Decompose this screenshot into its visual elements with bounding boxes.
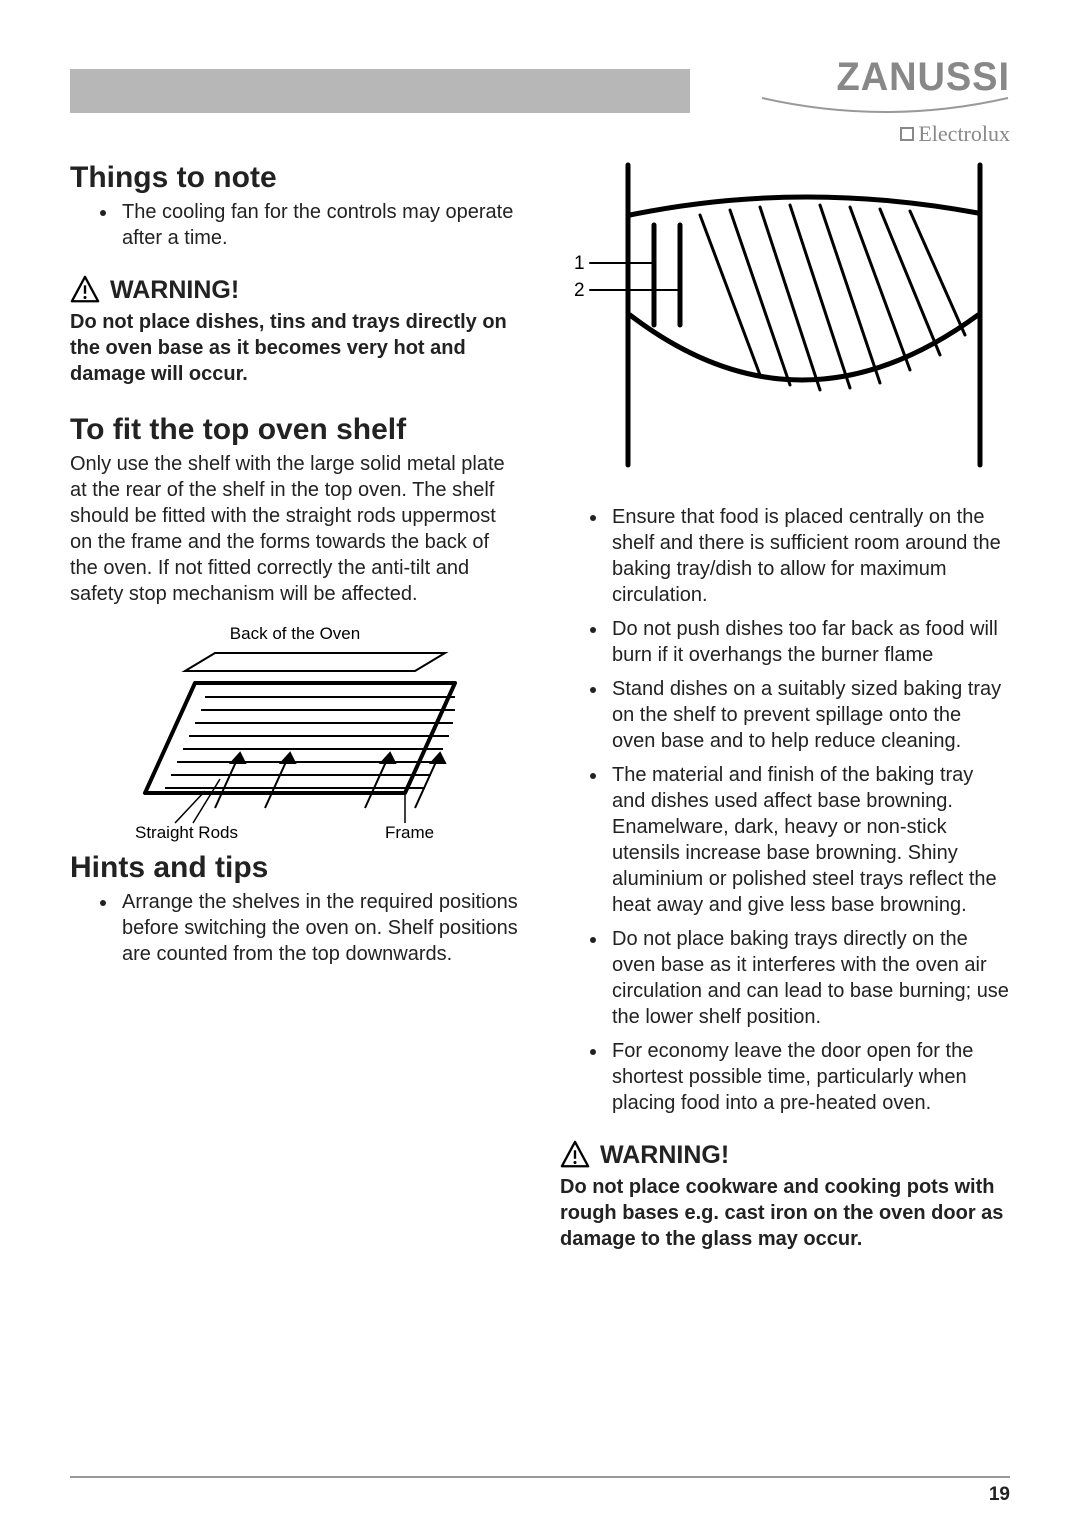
- list-item: Do not place baking trays directly on th…: [608, 926, 1010, 1030]
- warning-body: Do not place dishes, tins and trays dire…: [70, 309, 520, 387]
- hints-list-right: Ensure that food is placed centrally on …: [560, 504, 1010, 1116]
- list-item: The cooling fan for the controls may ope…: [118, 199, 520, 251]
- footer-rule: [70, 1476, 1010, 1478]
- list-item: The material and finish of the baking tr…: [608, 762, 1010, 918]
- shelf-diagram: Back of the Oven S: [105, 623, 485, 843]
- diagram-label-frame: Frame: [385, 823, 434, 842]
- brand-main: ZANUSSI: [773, 55, 1011, 100]
- list-item: Arrange the shelves in the required posi…: [118, 889, 520, 967]
- warning-title-text: WARNING!: [600, 1141, 729, 1170]
- left-column: Things to note The cooling fan for the c…: [70, 155, 520, 1252]
- list-item: Do not push dishes too far back as food …: [608, 616, 1010, 668]
- fit-shelf-body: Only use the shelf with the large solid …: [70, 451, 520, 607]
- header-grey-bar: [70, 69, 690, 113]
- warning-heading: WARNING!: [70, 275, 520, 305]
- heading-fit-shelf: To fit the top oven shelf: [70, 413, 520, 447]
- things-to-note-list: The cooling fan for the controls may ope…: [70, 199, 520, 251]
- diagram-label-back: Back of the Oven: [230, 624, 360, 643]
- brand-sub-text: Electrolux: [918, 121, 1010, 146]
- warning-heading: WARNING!: [560, 1140, 1010, 1170]
- brand-block: ZANUSSI Electrolux: [760, 55, 1010, 147]
- oven-side-diagram: 1 2: [560, 155, 990, 475]
- electrolux-icon: [900, 127, 914, 141]
- list-item: Ensure that food is placed centrally on …: [608, 504, 1010, 608]
- heading-things-to-note: Things to note: [70, 161, 520, 195]
- warning-title-text: WARNING!: [110, 276, 239, 305]
- diagram-label-1: 1: [574, 253, 585, 274]
- page-header: ZANUSSI Electrolux: [70, 55, 1010, 125]
- diagram-label-2: 2: [574, 280, 585, 301]
- hints-list-left: Arrange the shelves in the required posi…: [70, 889, 520, 967]
- warning-body: Do not place cookware and cooking pots w…: [560, 1174, 1010, 1252]
- warning-icon: [560, 1140, 590, 1170]
- page-number: 19: [989, 1484, 1010, 1506]
- warning-icon: [70, 275, 100, 305]
- right-column: 1 2 Ensure that food is placed centrally…: [560, 155, 1010, 1252]
- list-item: Stand dishes on a suitably sized baking …: [608, 676, 1010, 754]
- list-item: For economy leave the door open for the …: [608, 1038, 1010, 1116]
- brand-sub: Electrolux: [760, 121, 1010, 147]
- diagram-label-rods: Straight Rods: [135, 823, 238, 842]
- heading-hints: Hints and tips: [70, 851, 520, 885]
- content-columns: Things to note The cooling fan for the c…: [70, 155, 1010, 1252]
